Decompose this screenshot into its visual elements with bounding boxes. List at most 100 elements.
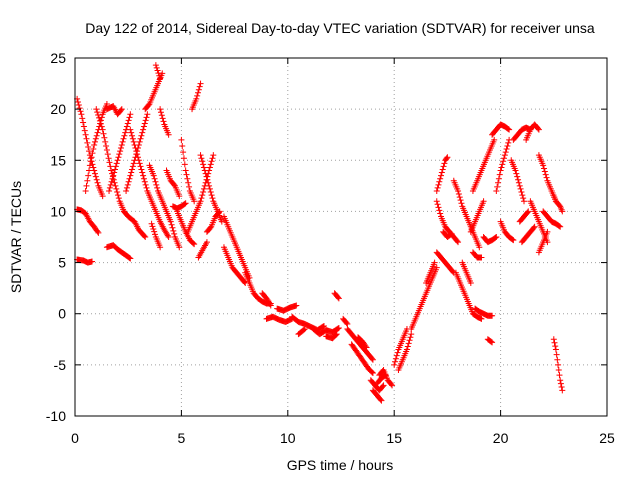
data-point (195, 86, 202, 93)
data-point (435, 181, 442, 188)
data-point (191, 198, 198, 205)
data-point (551, 339, 558, 346)
data-point (107, 163, 114, 170)
data-point (335, 325, 342, 332)
data-point (512, 167, 519, 174)
data-point (91, 167, 98, 174)
data-point (454, 238, 461, 245)
data-point (168, 221, 175, 228)
data-point (556, 223, 563, 230)
data-point (205, 179, 212, 186)
data-point (492, 234, 499, 241)
data-point (157, 244, 164, 251)
data-point (554, 356, 561, 363)
data-point (93, 176, 100, 183)
data-point (100, 130, 107, 137)
data-point (553, 351, 560, 358)
data-point (408, 331, 415, 338)
data-point (120, 135, 127, 142)
data-point (293, 302, 300, 309)
data-point (501, 155, 508, 162)
data-point (110, 172, 117, 179)
data-point (129, 135, 136, 142)
data-point (113, 185, 120, 192)
data-point (456, 194, 463, 201)
data-point (439, 166, 446, 173)
data-point (127, 255, 134, 262)
data-point (139, 129, 146, 136)
data-point (169, 224, 176, 231)
data-point (167, 218, 174, 225)
data-point (531, 223, 538, 230)
data-point (158, 112, 165, 119)
data-point (84, 177, 91, 184)
data-point (389, 382, 396, 389)
data-point (441, 160, 448, 167)
data-point (199, 192, 206, 199)
data-point (84, 139, 91, 146)
data-point (89, 258, 96, 265)
x-tick-label: 20 (493, 430, 509, 446)
data-point (443, 155, 450, 162)
data-point (513, 170, 520, 177)
data-point (489, 312, 496, 319)
data-point (112, 163, 119, 170)
data-point (200, 185, 207, 192)
data-point (394, 349, 401, 356)
data-point (343, 319, 350, 326)
data-point (137, 163, 144, 170)
data-point (171, 230, 178, 237)
y-tick-label: -10 (46, 408, 66, 424)
data-point (503, 146, 510, 153)
data-point (403, 346, 410, 353)
data-point (524, 209, 531, 216)
data-point (509, 236, 516, 243)
x-tick-label: 25 (599, 430, 615, 446)
x-axis-label: GPS time / hours (287, 457, 394, 473)
data-point (186, 183, 193, 190)
y-tick-label: 5 (58, 255, 66, 271)
data-point (208, 192, 215, 199)
data-point (81, 127, 88, 134)
data-point (210, 152, 217, 159)
data-point (206, 164, 213, 171)
data-point (140, 172, 147, 179)
data-point (113, 160, 120, 167)
data-point (95, 111, 102, 118)
data-point (136, 160, 143, 167)
data-point (496, 171, 503, 178)
data-point (363, 344, 370, 351)
data-point (191, 241, 198, 248)
data-point (80, 123, 87, 130)
data-point (369, 355, 376, 362)
data-point (126, 254, 133, 261)
data-point (83, 182, 90, 189)
data-point (391, 361, 398, 368)
data-point (95, 229, 102, 236)
data-point (90, 146, 97, 153)
data-point (493, 187, 500, 194)
data-point (202, 170, 209, 177)
data-point (114, 157, 121, 164)
data-point (154, 184, 161, 191)
data-point (206, 182, 213, 189)
data-point (497, 167, 504, 174)
data-point (493, 234, 500, 240)
data-point (335, 294, 342, 301)
data-point (170, 227, 177, 234)
data-point (495, 179, 502, 186)
data-point (106, 187, 113, 194)
data-point (157, 75, 164, 82)
y-tick-label: 15 (50, 152, 66, 168)
data-point (557, 223, 564, 230)
data-point (91, 141, 98, 148)
data-point (126, 175, 133, 182)
data-point (128, 129, 135, 136)
data-point (86, 162, 93, 169)
data-point (198, 195, 205, 202)
data-point (379, 383, 386, 390)
data-point (552, 346, 559, 353)
data-point (118, 106, 125, 113)
data-point (207, 161, 214, 168)
axis-ticks: 0 5 10 15 20 25 -10 -5 0 5 10 15 20 25 (46, 50, 615, 446)
